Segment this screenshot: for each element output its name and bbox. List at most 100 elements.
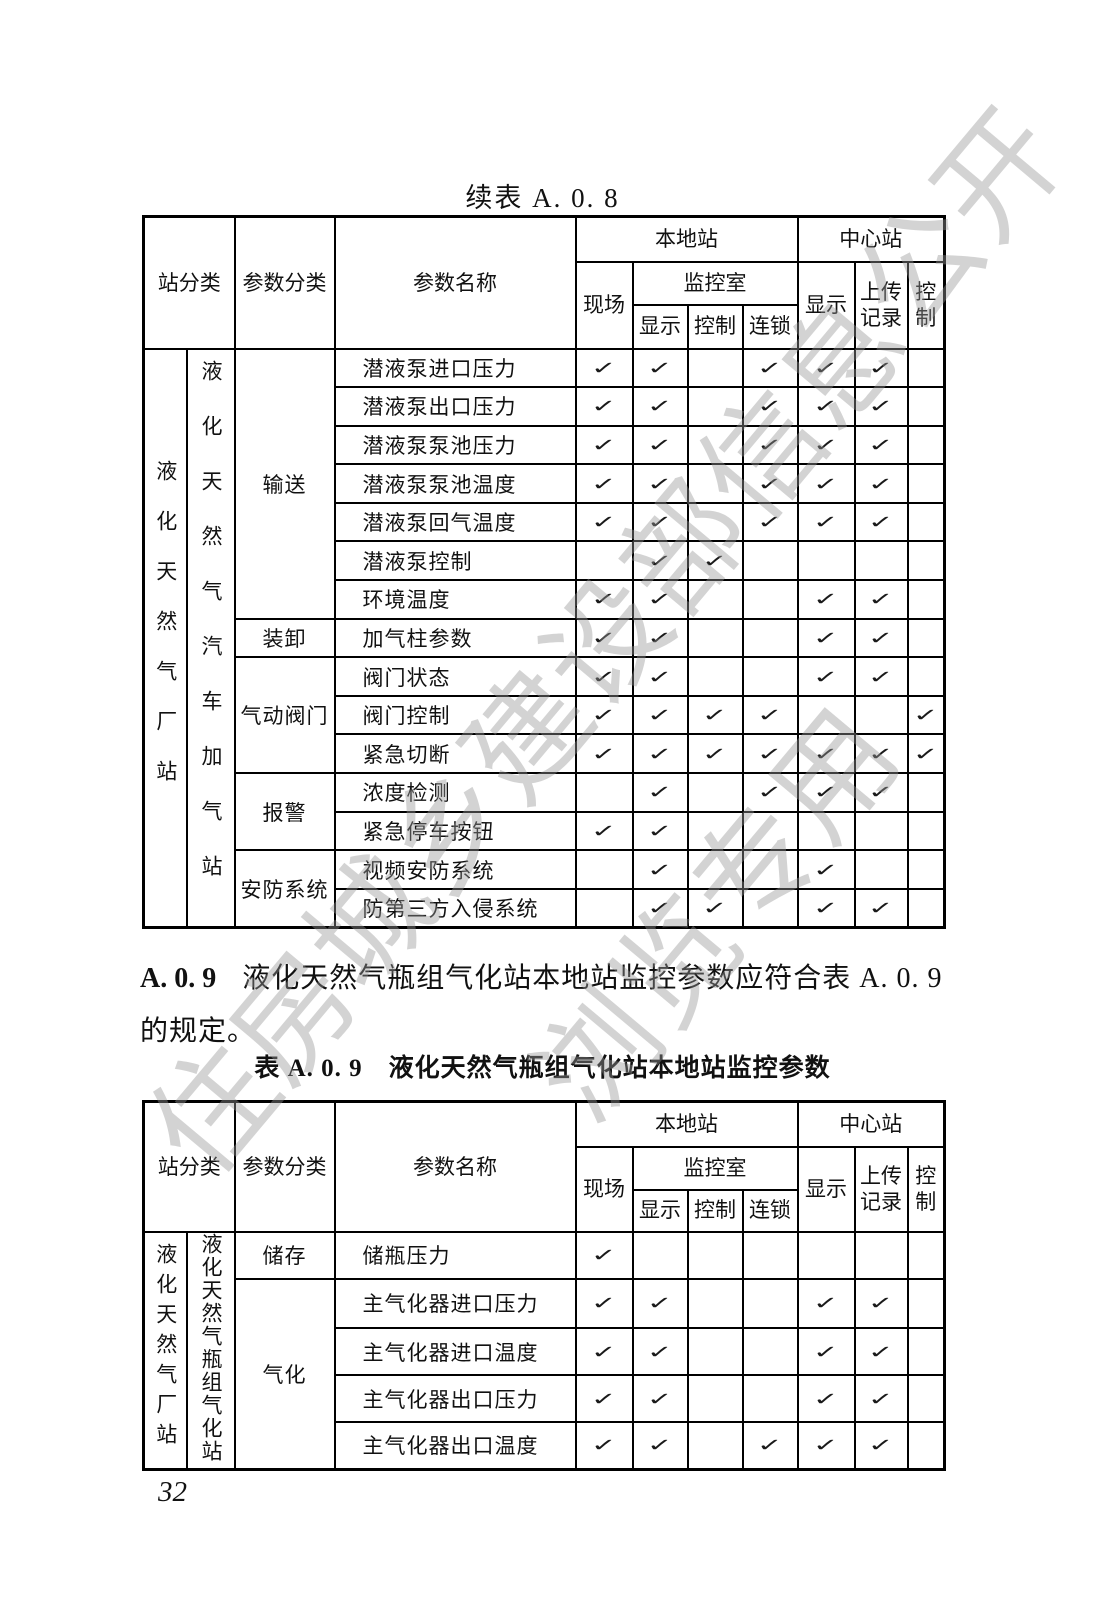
check-cell-监控室-控制 <box>686 656 744 697</box>
station-outer-cell: 液化天然气厂站 <box>142 1230 188 1470</box>
check-cell-中心站-控制 <box>906 617 946 659</box>
check-cell-监控室-显示: ✓ <box>631 656 689 697</box>
check-icon: ✓ <box>868 1388 894 1409</box>
check-cell-监控室-控制: ✓ <box>686 733 744 775</box>
header-param-category: 参数分类 <box>233 215 336 350</box>
header-room-display: 显示 <box>631 1188 689 1233</box>
check-icon: ✓ <box>591 1388 617 1409</box>
check-cell-中心站-显示: ✓ <box>796 772 856 813</box>
check-cell-中心站-显示 <box>796 694 856 736</box>
section-a09-line1: A. 0. 9 液化天然气瓶组气化站本地站监控参数应符合表 A. 0. 9 <box>140 952 970 1005</box>
header-center-control: 控制 <box>906 1145 946 1233</box>
table-row: 潜液泵控制 ✓ ✓ <box>144 540 946 582</box>
check-icon: ✓ <box>813 1341 839 1362</box>
param-name-cell: 潜液泵进口压力 <box>333 347 577 389</box>
header-local-station: 本地站 <box>574 1100 799 1148</box>
check-icon: ✓ <box>868 1341 894 1362</box>
check-cell-监控室-连锁: ✓ <box>741 501 799 543</box>
table-row: 主气化器进口温度 ✓ ✓ ✓ ✓ <box>144 1327 946 1376</box>
check-icon: ✓ <box>591 1341 617 1362</box>
check-icon: ✓ <box>868 511 894 533</box>
check-cell-中心站-控制 <box>906 810 946 852</box>
check-icon: ✓ <box>868 897 894 919</box>
check-icon: ✓ <box>647 396 673 417</box>
check-cell-中心站-显示 <box>796 1230 856 1280</box>
check-icon: ✓ <box>868 434 894 456</box>
check-cell-监控室-控制 <box>686 1277 744 1329</box>
check-cell-监控室-控制 <box>686 1421 744 1470</box>
check-cell-中心站-显示: ✓ <box>796 887 856 929</box>
check-icon: ✓ <box>813 743 839 764</box>
table-row: 安防系统 视频安防系统 ✓ ✓ <box>144 849 946 929</box>
header-upload-record: 上传记录 <box>853 1145 909 1233</box>
station-outer-cell-label: 液化天然气厂站 <box>153 460 178 811</box>
check-icon: ✓ <box>813 859 839 880</box>
table-row: 潜液泵回气温度 ✓ ✓ ✓ ✓ ✓ <box>144 501 946 543</box>
check-cell-监控室-显示: ✓ <box>631 579 689 620</box>
check-cell-中心站-上传记录 <box>853 810 909 852</box>
check-icon: ✓ <box>591 704 617 726</box>
table-row: 潜液泵泵池压力 ✓ ✓ ✓ ✓ ✓ <box>144 424 946 466</box>
param-name-cell: 潜液泵泵池温度 <box>333 463 577 504</box>
continued-table-title: 续表 A. 0. 8 <box>465 183 620 213</box>
check-cell-中心站-控制 <box>906 347 946 389</box>
table-row: 潜液泵出口压力 ✓ ✓ ✓ ✓ ✓ <box>144 386 946 427</box>
check-cell-中心站-上传记录: ✓ <box>853 772 909 813</box>
check-cell-监控室-连锁 <box>741 849 799 890</box>
table-row: 紧急切断 ✓ ✓ ✓ ✓ ✓ ✓ ✓ <box>144 733 946 775</box>
check-icon: ✓ <box>647 897 673 919</box>
check-cell-中心站-上传记录: ✓ <box>853 733 909 775</box>
param-name-cell: 防第三方入侵系统 <box>333 887 577 929</box>
header-room-display: 显示 <box>631 303 689 350</box>
header-control-room: 监控室 <box>631 1145 799 1191</box>
check-icon: ✓ <box>912 704 939 726</box>
check-icon: ✓ <box>591 627 617 649</box>
check-icon: ✓ <box>591 434 617 456</box>
table-row: 紧急停车按钮 ✓ ✓ <box>144 810 946 852</box>
check-cell-现场: ✓ <box>574 733 634 775</box>
check-icon: ✓ <box>647 704 673 726</box>
check-icon: ✓ <box>647 434 673 456</box>
table-row: 主气化器出口温度 ✓ ✓ ✓ ✓ ✓ <box>144 1421 946 1470</box>
check-icon: ✓ <box>813 473 839 494</box>
header-room-control: 控制 <box>686 303 744 350</box>
check-cell-监控室-控制 <box>686 463 744 504</box>
check-icon: ✓ <box>647 820 673 842</box>
check-cell-监控室-显示: ✓ <box>631 540 689 582</box>
param-name-cell: 阀门控制 <box>333 694 577 736</box>
check-cell-现场 <box>574 540 634 582</box>
check-icon: ✓ <box>813 1435 839 1456</box>
check-cell-监控室-显示: ✓ <box>631 1421 689 1470</box>
check-icon: ✓ <box>813 589 839 610</box>
check-icon: ✓ <box>647 589 673 610</box>
check-icon: ✓ <box>591 589 617 610</box>
check-cell-中心站-上传记录: ✓ <box>853 1421 909 1470</box>
header-control-room: 监控室 <box>631 260 799 306</box>
check-icon: ✓ <box>757 511 783 533</box>
check-cell-中心站-控制 <box>906 1421 946 1470</box>
header-center-station: 中心站 <box>796 1100 946 1148</box>
check-icon: ✓ <box>591 1293 617 1314</box>
check-cell-监控室-显示: ✓ <box>631 501 689 543</box>
check-icon: ✓ <box>868 782 894 803</box>
section-a09-line2: 的规定。 <box>140 1016 257 1047</box>
check-cell-中心站-控制 <box>906 540 946 582</box>
check-cell-监控室-连锁 <box>741 1327 799 1376</box>
check-cell-现场: ✓ <box>574 694 634 736</box>
table-a-0-8-continued: 站分类 参数分类 参数名称 本地站 中心站 现场 监控室 显示 上传记录 控制 … <box>142 215 947 929</box>
param-name-cell: 潜液泵出口压力 <box>333 386 577 427</box>
section-number: A. 0. 9 <box>140 963 217 994</box>
check-cell-中心站-控制: ✓ <box>906 733 946 775</box>
check-cell-现场: ✓ <box>574 1230 634 1280</box>
header-center-control: 控制 <box>906 260 946 350</box>
check-cell-现场: ✓ <box>574 501 634 543</box>
check-cell-监控室-连锁 <box>741 656 799 697</box>
check-icon: ✓ <box>757 704 783 726</box>
check-cell-现场: ✓ <box>574 463 634 504</box>
check-cell-监控室-显示: ✓ <box>631 1374 689 1423</box>
table-row: 环境温度 ✓ ✓ ✓ ✓ <box>144 579 946 620</box>
check-cell-现场 <box>574 772 634 813</box>
station-inner-cell: 液化天然气汽车加气站 <box>185 347 236 929</box>
check-cell-监控室-控制: ✓ <box>686 694 744 736</box>
param-name-cell: 紧急切断 <box>333 733 577 775</box>
